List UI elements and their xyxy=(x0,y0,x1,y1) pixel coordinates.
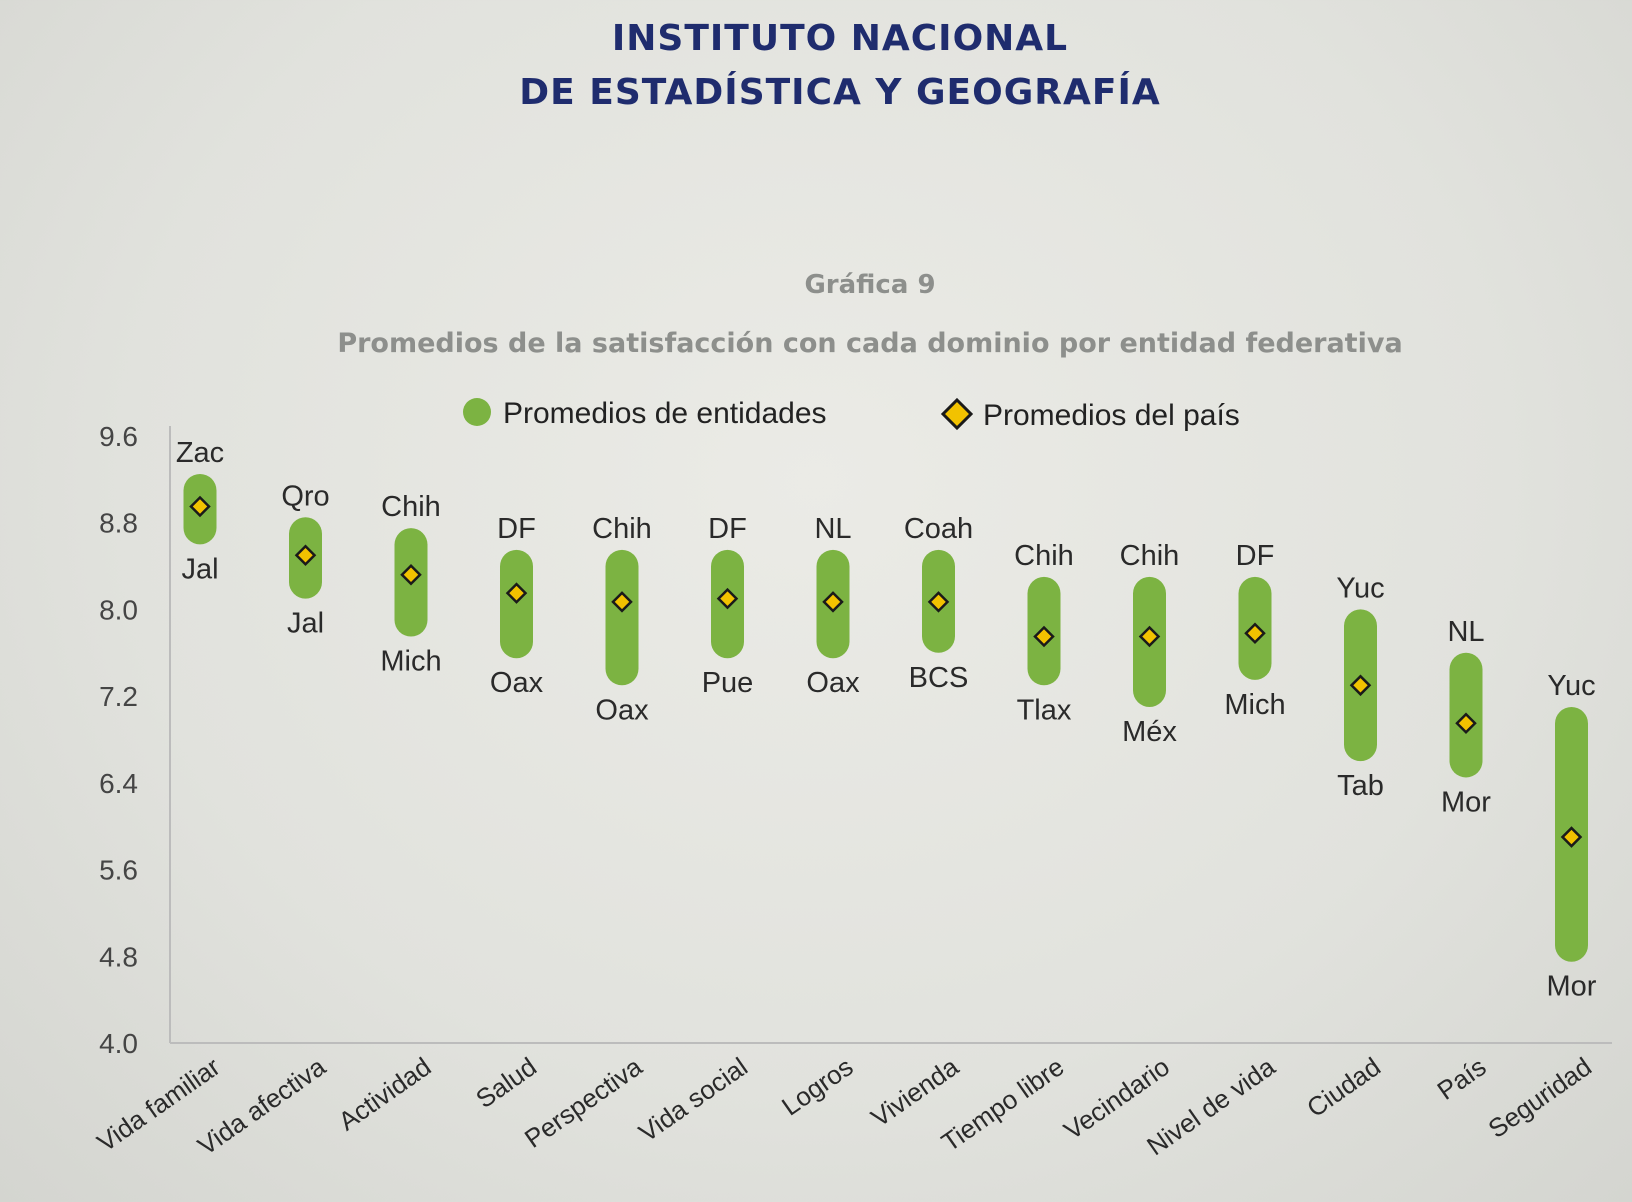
range-low-label: Jal xyxy=(181,553,218,585)
range-low-label: Oax xyxy=(595,694,649,726)
range-high-label: NL xyxy=(814,513,851,545)
range-low-label: Tab xyxy=(1337,770,1384,802)
range-low-label: Oax xyxy=(806,667,860,699)
x-category-label: Vivienda xyxy=(865,1051,964,1133)
range-high-label: Chih xyxy=(1120,540,1180,572)
range-low-label: Méx xyxy=(1122,716,1177,748)
country-average-marker xyxy=(400,563,422,586)
legend-diamond-icon xyxy=(940,397,974,431)
x-category-label: Ciudad xyxy=(1301,1051,1386,1123)
range-high-label: Chih xyxy=(1014,540,1074,572)
country-average-marker xyxy=(611,591,633,613)
range-high-label: NL xyxy=(1447,616,1484,648)
y-tick-label: 9.6 xyxy=(99,421,138,452)
range-low-label: Mich xyxy=(1224,689,1285,721)
y-tick-label: 5.6 xyxy=(99,855,138,886)
range-low-label: Mor xyxy=(1441,786,1491,818)
country-average-marker xyxy=(716,587,739,610)
range-high-label: DF xyxy=(1236,540,1275,572)
country-average-marker xyxy=(822,591,844,613)
range-high-label: Yuc xyxy=(1336,572,1384,604)
y-tick-label: 6.4 xyxy=(99,768,138,799)
legend-marker-label: Promedios del país xyxy=(983,399,1240,432)
chart-subtitle: Promedios de la satisfacción con cada do… xyxy=(337,328,1403,359)
range-bar xyxy=(605,549,639,686)
x-category-label: Vida social xyxy=(633,1051,753,1147)
x-category-label: Actividad xyxy=(333,1051,437,1136)
org-title-line1: INSTITUTO NACIONAL xyxy=(611,18,1069,59)
range-high-label: Chih xyxy=(592,513,652,545)
country-average-marker xyxy=(505,582,528,604)
plot-area: Zac Jal Qro Jal Chih Mich DF Oax Chih Oax DF Pue NL O… xyxy=(176,437,1597,1003)
range-high-label: DF xyxy=(497,513,536,545)
country-average-marker xyxy=(294,544,317,566)
org-title-line2: DE ESTADÍSTICA Y GEOGRAFÍA xyxy=(519,72,1161,113)
range-high-label: Coah xyxy=(904,513,973,545)
y-tick-label: 8.0 xyxy=(99,594,138,625)
x-category-label: Seguridad xyxy=(1483,1051,1597,1144)
country-average-marker xyxy=(1349,674,1372,697)
range-high-label: DF xyxy=(708,513,747,545)
legend-green-dot-icon xyxy=(463,398,491,426)
chart-number: Gráfica 9 xyxy=(804,270,936,300)
x-category-label: País xyxy=(1432,1051,1492,1105)
range-bar xyxy=(500,549,533,659)
legend: Promedios de entidades Promedios del paí… xyxy=(463,397,1240,432)
country-average-marker xyxy=(1138,625,1161,648)
range-low-label: Oax xyxy=(490,667,544,699)
country-average-marker xyxy=(1033,625,1055,648)
x-category-label: Perspectiva xyxy=(519,1051,648,1154)
y-tick-label: 4.8 xyxy=(99,941,138,972)
x-category-label: Salud xyxy=(470,1051,542,1114)
range-high-label: Yuc xyxy=(1547,670,1595,702)
range-high-label: Chih xyxy=(381,491,441,523)
y-tick-label: 7.2 xyxy=(99,681,138,712)
y-tick-label: 8.8 xyxy=(99,508,138,539)
range-low-label: BCS xyxy=(909,662,969,694)
country-average-marker xyxy=(1455,712,1477,735)
range-low-label: Tlax xyxy=(1017,694,1072,726)
range-low-label: Pue xyxy=(702,667,754,699)
country-average-marker xyxy=(927,591,950,613)
country-average-marker xyxy=(1244,622,1266,645)
range-low-label: Mor xyxy=(1547,971,1597,1003)
range-low-label: Jal xyxy=(287,608,324,640)
range-high-label: Zac xyxy=(176,437,224,469)
country-average-marker xyxy=(189,495,211,518)
legend-range-label: Promedios de entidades xyxy=(503,397,827,430)
range-high-label: Qro xyxy=(281,480,329,512)
x-category-label: Logros xyxy=(776,1051,858,1121)
y-tick-label: 4.0 xyxy=(99,1028,138,1059)
country-average-marker xyxy=(1560,826,1583,848)
range-low-label: Mich xyxy=(380,646,441,678)
